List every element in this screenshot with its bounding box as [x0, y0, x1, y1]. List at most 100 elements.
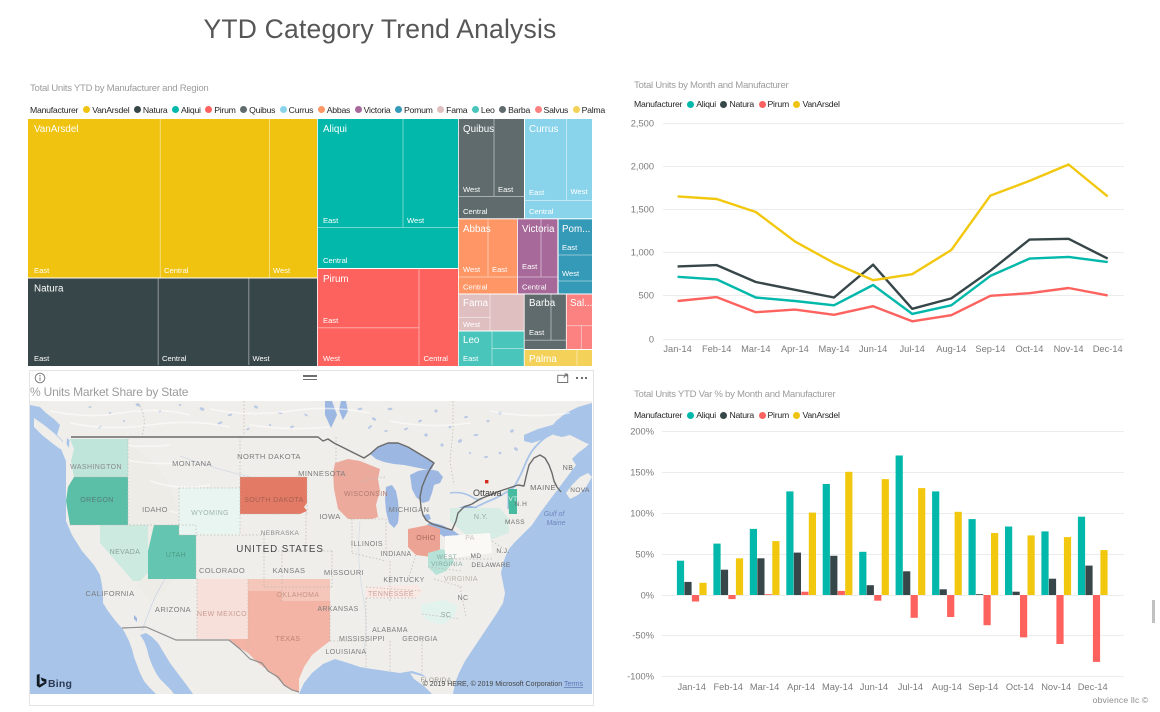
- svg-text:ILLINOIS: ILLINOIS: [351, 541, 383, 548]
- svg-text:WYOMING: WYOMING: [191, 510, 229, 517]
- svg-text:OKLAHOMA: OKLAHOMA: [277, 592, 320, 599]
- svg-text:Jan-14: Jan-14: [677, 682, 705, 692]
- svg-text:MONTANA: MONTANA: [172, 459, 212, 468]
- svg-text:Victoria: Victoria: [522, 224, 555, 235]
- svg-text:Jun-14: Jun-14: [859, 344, 887, 354]
- svg-text:East: East: [323, 316, 339, 325]
- svg-text:Central: Central: [529, 207, 554, 216]
- svg-text:Bing: Bing: [48, 678, 72, 690]
- svg-text:Ottawa: Ottawa: [473, 488, 502, 498]
- svg-text:WISCONSIN: WISCONSIN: [344, 491, 388, 498]
- svg-text:Oct-14: Oct-14: [1016, 344, 1044, 354]
- svg-text:LOUISIANA: LOUISIANA: [326, 649, 367, 656]
- svg-text:Fama: Fama: [463, 298, 489, 309]
- svg-text:MICHIGAN: MICHIGAN: [389, 505, 430, 514]
- svg-text:West: West: [463, 265, 481, 274]
- svg-text:NEBRASKA: NEBRASKA: [261, 530, 300, 537]
- svg-text:Nov-14: Nov-14: [1054, 344, 1084, 354]
- svg-text:NEVADA: NEVADA: [110, 549, 141, 556]
- svg-text:IDAHO: IDAHO: [142, 505, 168, 514]
- svg-text:-100%: -100%: [627, 672, 654, 682]
- svg-text:MASS: MASS: [505, 519, 525, 526]
- svg-text:Nov-14: Nov-14: [1041, 682, 1071, 692]
- svg-text:MISSISSIPPI: MISSISSIPPI: [339, 636, 385, 643]
- svg-text:ARKANSAS: ARKANSAS: [317, 606, 358, 613]
- svg-text:Central: Central: [162, 354, 187, 363]
- svg-text:Sep-14: Sep-14: [975, 344, 1005, 354]
- svg-text:Apr-14: Apr-14: [781, 344, 809, 354]
- svg-text:WASHINGTON: WASHINGTON: [70, 464, 122, 471]
- svg-text:Jul-14: Jul-14: [898, 682, 923, 692]
- svg-text:Mar-14: Mar-14: [741, 344, 770, 354]
- svg-text:Pirum: Pirum: [323, 274, 349, 285]
- svg-text:100%: 100%: [630, 509, 654, 519]
- svg-text:SC: SC: [441, 612, 452, 619]
- svg-text:FLORIDA: FLORIDA: [421, 677, 452, 684]
- svg-text:Jul-14: Jul-14: [900, 344, 925, 354]
- svg-text:OREGON: OREGON: [80, 497, 114, 504]
- svg-text:50%: 50%: [635, 550, 654, 560]
- svg-text:Central: Central: [164, 266, 189, 275]
- svg-text:TENNESSEE: TENNESSEE: [368, 591, 414, 598]
- svg-text:Abbas: Abbas: [463, 224, 491, 235]
- svg-text:Mar-14: Mar-14: [750, 682, 779, 692]
- svg-text:May-14: May-14: [822, 682, 853, 692]
- svg-text:MISSOURI: MISSOURI: [324, 568, 364, 577]
- svg-text:West: West: [323, 354, 341, 363]
- svg-text:N.H: N.H: [515, 501, 527, 508]
- svg-text:UTAH: UTAH: [166, 552, 186, 559]
- svg-text:N.Y.: N.Y.: [474, 514, 488, 521]
- svg-text:VIRGINIA: VIRGINIA: [444, 576, 478, 583]
- svg-text:0: 0: [649, 335, 654, 345]
- svg-text:Dec-14: Dec-14: [1093, 344, 1123, 354]
- svg-text:INDIANA: INDIANA: [380, 551, 411, 558]
- svg-text:1,500: 1,500: [631, 205, 654, 215]
- svg-text:Barba: Barba: [529, 298, 556, 309]
- svg-text:East: East: [529, 328, 545, 337]
- svg-text:East: East: [34, 354, 50, 363]
- svg-text:Feb-14: Feb-14: [702, 344, 731, 354]
- svg-text:WEST: WEST: [437, 554, 457, 561]
- svg-text:Jan-14: Jan-14: [663, 344, 691, 354]
- svg-text:VIRGINIA: VIRGINIA: [431, 561, 463, 568]
- svg-text:-50%: -50%: [632, 631, 654, 641]
- svg-text:1,000: 1,000: [631, 248, 654, 258]
- svg-text:TEXAS: TEXAS: [276, 636, 301, 643]
- svg-text:Central: Central: [424, 354, 449, 363]
- svg-text:KENTUCKY: KENTUCKY: [383, 577, 424, 584]
- svg-text:Dec-14: Dec-14: [1078, 682, 1108, 692]
- svg-text:East: East: [492, 265, 508, 274]
- svg-text:NOVA: NOVA: [570, 487, 590, 494]
- svg-text:Pom...: Pom...: [562, 224, 590, 235]
- svg-text:East: East: [323, 216, 339, 225]
- svg-text:CALIFORNIA: CALIFORNIA: [85, 589, 134, 598]
- svg-text:DELAWARE: DELAWARE: [471, 562, 510, 569]
- svg-text:Sal...: Sal...: [570, 298, 592, 309]
- svg-text:UNITED STATES: UNITED STATES: [236, 544, 324, 555]
- svg-text:West: West: [463, 185, 481, 194]
- svg-text:Maine: Maine: [546, 520, 565, 527]
- svg-text:2,500: 2,500: [631, 119, 654, 129]
- svg-text:VT: VT: [508, 496, 517, 503]
- svg-text:West: West: [253, 354, 271, 363]
- svg-text:East: East: [522, 262, 538, 271]
- svg-text:Leo: Leo: [463, 335, 480, 346]
- svg-text:East: East: [562, 243, 578, 252]
- svg-text:VanArsdel: VanArsdel: [34, 124, 78, 135]
- svg-text:NB: NB: [563, 465, 574, 472]
- svg-text:N.J.: N.J.: [496, 548, 509, 555]
- svg-text:OHIO: OHIO: [416, 535, 436, 542]
- svg-text:Gulf of: Gulf of: [544, 511, 566, 518]
- svg-text:Apr-14: Apr-14: [787, 682, 815, 692]
- svg-text:IOWA: IOWA: [319, 512, 340, 521]
- svg-text:2,000: 2,000: [631, 162, 654, 172]
- svg-text:NC: NC: [458, 595, 469, 602]
- svg-text:West: West: [273, 266, 291, 275]
- svg-text:200%: 200%: [630, 427, 654, 437]
- svg-text:Jun-14: Jun-14: [860, 682, 888, 692]
- svg-text:PA: PA: [465, 535, 475, 542]
- svg-text:MAINE: MAINE: [530, 483, 556, 492]
- svg-text:West: West: [562, 269, 580, 278]
- svg-text:Oct-14: Oct-14: [1006, 682, 1034, 692]
- svg-text:Central: Central: [522, 283, 547, 292]
